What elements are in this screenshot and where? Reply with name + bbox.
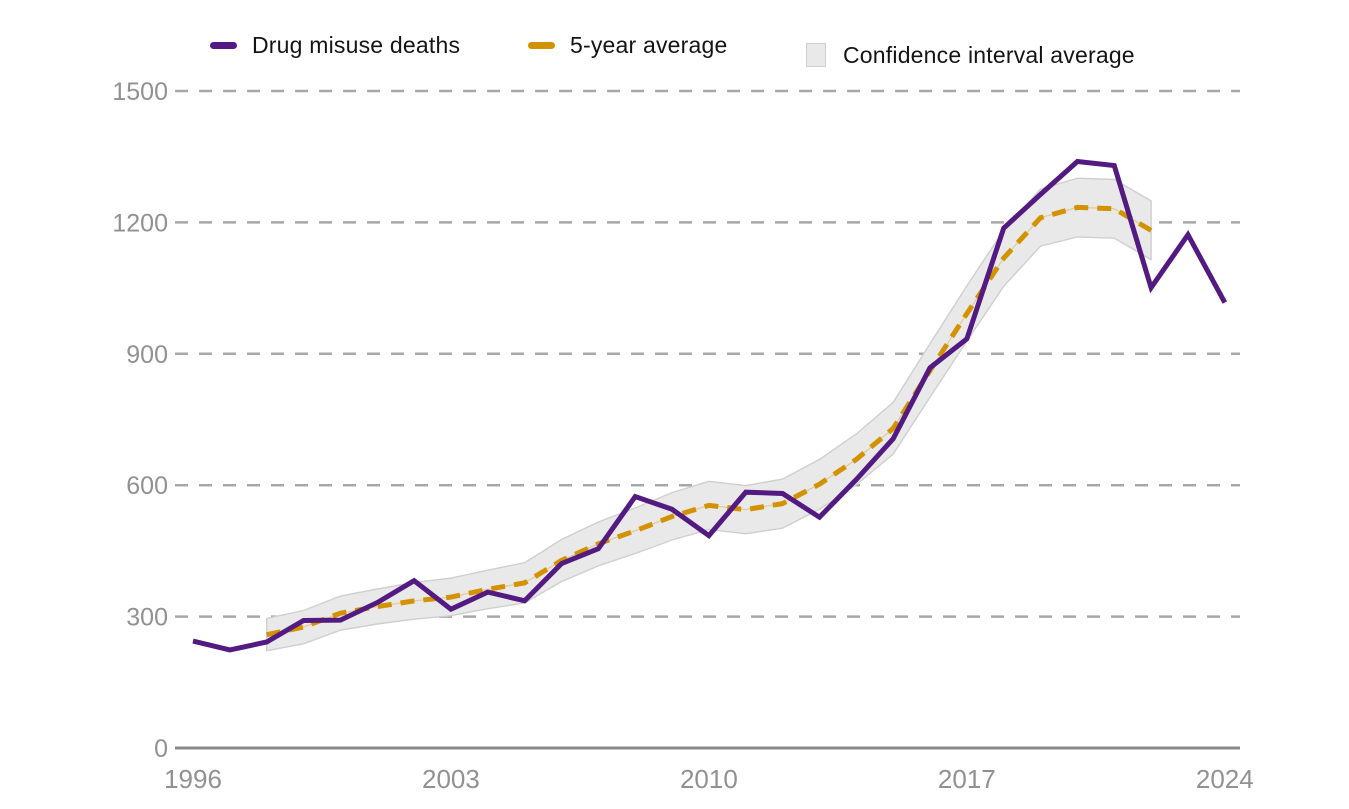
legend-label-confidence-interval: Confidence interval average — [843, 41, 1135, 68]
legend-label-5-year-average: 5-year average — [570, 31, 728, 58]
x-tick-label-2010: 2010 — [680, 764, 738, 794]
y-tick-label-1200: 1200 — [112, 209, 168, 237]
average-line — [266, 204, 1153, 638]
legend-line-swatch-icon — [210, 41, 237, 49]
legend-item-5-year-average: 5-year average — [528, 30, 728, 60]
y-tick-label-0: 0 — [154, 735, 168, 763]
legend-label-drug-misuse-deaths: Drug misuse deaths — [252, 31, 461, 58]
deaths-line — [192, 158, 1227, 653]
legend-line-swatch-icon — [528, 41, 555, 49]
x-tick-label-2003: 2003 — [422, 764, 480, 794]
y-tick-label-300: 300 — [126, 604, 168, 632]
x-tick-label-2024: 2024 — [1196, 764, 1254, 794]
x-tick-label-1996: 1996 — [164, 764, 222, 794]
legend-item-drug-misuse-deaths: Drug misuse deaths — [210, 30, 460, 60]
y-tick-label-600: 600 — [126, 472, 168, 500]
average-line-faint — [266, 206, 1152, 636]
legend-item-confidence-interval: Confidence interval average — [806, 40, 1135, 70]
legend-band-swatch-icon — [806, 43, 826, 67]
y-tick-label-900: 900 — [126, 341, 168, 369]
x-tick-label-2017: 2017 — [938, 764, 996, 794]
confidence-interval-band — [266, 177, 1152, 652]
y-tick-label-1500: 1500 — [112, 78, 168, 106]
